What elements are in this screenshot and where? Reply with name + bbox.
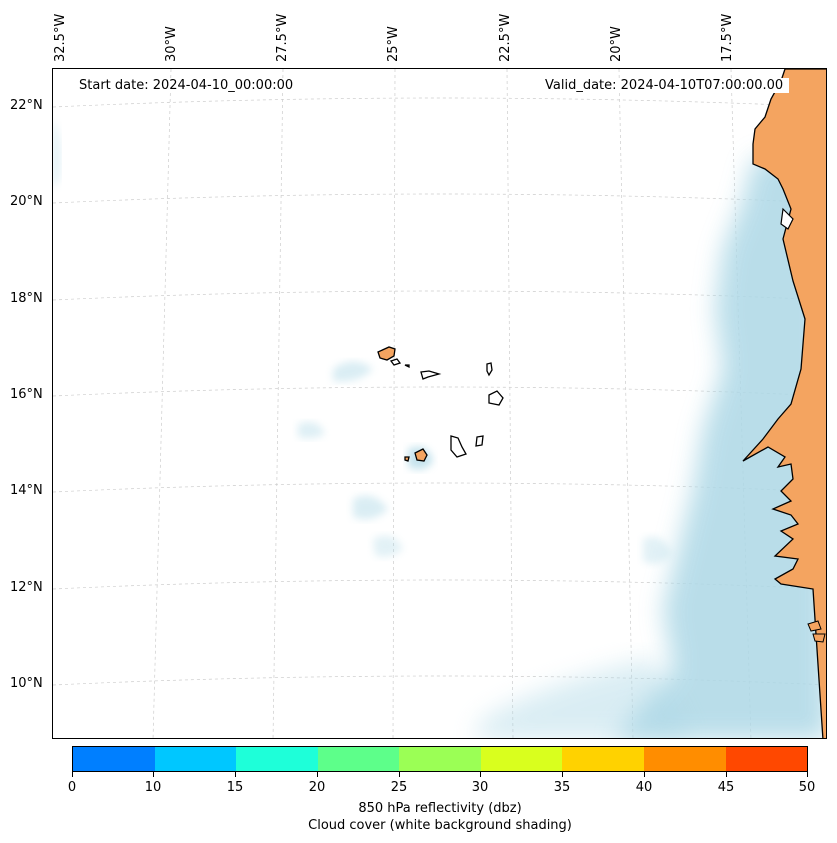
colorbar-tick xyxy=(480,772,481,777)
parallel-line xyxy=(53,97,826,108)
parallel-line xyxy=(53,193,826,204)
latitude-label-20n: 20°N xyxy=(10,194,43,209)
latitude-label-14n: 14°N xyxy=(10,483,43,498)
longitude-label-17-5w: 17.5°W xyxy=(720,13,735,62)
colorbar-segment xyxy=(399,747,481,771)
map-canvas xyxy=(53,69,826,738)
colorbar-caption-reflectivity: 850 hPa reflectivity (dbz) xyxy=(358,801,522,816)
meridian-line xyxy=(152,69,172,738)
colorbar-segment xyxy=(73,747,155,771)
meridian-line xyxy=(392,69,396,738)
island-santiago xyxy=(450,435,467,458)
colorbar-tick-label: 40 xyxy=(635,780,653,795)
colorbar-segment xyxy=(236,747,318,771)
cloud-band-coastal xyxy=(614,149,826,738)
longitude-label-20w: 20°W xyxy=(609,26,624,62)
start-date-label: Start date: 2024-04-10_00:00:00 xyxy=(73,78,300,93)
colorbar-tick xyxy=(644,772,645,777)
cloud-patch-s xyxy=(373,535,403,557)
island-brava xyxy=(404,456,410,462)
island-maio xyxy=(475,435,484,447)
latitude-label-22n: 22°N xyxy=(10,98,43,113)
island-fogo xyxy=(414,448,428,462)
latitude-label-18n: 18°N xyxy=(10,291,43,306)
parallel-line xyxy=(53,290,826,301)
colorbar-tick xyxy=(72,772,73,777)
cloud-patch-west xyxy=(353,495,388,520)
colorbar-tick-label: 45 xyxy=(717,780,735,795)
cloud-patch-sw xyxy=(298,421,325,439)
colorbar-segment xyxy=(317,747,400,771)
latitude-label-12n: 12°N xyxy=(10,580,43,595)
colorbar-tick-label: 10 xyxy=(144,780,162,795)
longitude-label-27-5w: 27.5°W xyxy=(275,13,290,62)
island-santo-antao xyxy=(377,346,396,361)
colorbar-tick xyxy=(153,772,154,777)
island-boa-vista xyxy=(488,390,504,406)
colorbar-segment xyxy=(562,747,644,771)
colorbar-segment xyxy=(154,747,237,771)
cape-verde-islands xyxy=(377,346,504,462)
colorbar-tick xyxy=(399,772,400,777)
cape-verde-peninsula-bay xyxy=(780,207,794,230)
colorbar-segment xyxy=(480,747,563,771)
cloud-patch-nw xyxy=(53,119,61,189)
cloud-band-southern xyxy=(473,659,693,738)
island-sal xyxy=(486,362,493,377)
cloud-patch-north xyxy=(333,361,373,382)
colorbar-caption-cloud: Cloud cover (white background shading) xyxy=(308,818,572,833)
colorbar-tick-label: 30 xyxy=(471,780,489,795)
colorbar-tick xyxy=(235,772,236,777)
colorbar-tick xyxy=(726,772,727,777)
colorbar-tick-label: 35 xyxy=(553,780,571,795)
reflectivity-colorbar xyxy=(72,746,808,772)
island-santa-luzia xyxy=(404,364,410,369)
meridian-line xyxy=(506,69,514,738)
colorbar-segment xyxy=(643,747,726,771)
colorbar-segment xyxy=(725,747,808,771)
cloud-cover xyxy=(53,119,826,738)
colorbar-tick xyxy=(317,772,318,777)
colorbar-tick-label: 0 xyxy=(67,780,77,795)
colorbar-tick-label: 25 xyxy=(390,780,408,795)
island-sao-nicolau xyxy=(420,370,442,380)
map-panel[interactable] xyxy=(52,68,827,739)
longitude-label-25w: 25°W xyxy=(386,26,401,62)
latitude-label-16n: 16°N xyxy=(10,387,43,402)
colorbar-tick-label: 20 xyxy=(308,780,326,795)
parallel-line xyxy=(53,386,826,397)
colorbar-tick xyxy=(807,772,808,777)
island-sao-vicente xyxy=(389,358,402,366)
cloud-patch-se xyxy=(643,536,671,564)
longitude-label-22-5w: 22.5°W xyxy=(498,13,513,62)
longitude-label-32-5w: 32.5°W xyxy=(53,13,68,62)
longitude-label-30w: 30°W xyxy=(164,26,179,62)
bijagos-islands xyxy=(807,620,826,643)
colorbar-tick-label: 15 xyxy=(226,780,244,795)
meridian-line xyxy=(618,69,634,738)
west-africa-landmass xyxy=(742,69,826,738)
valid-date-label: Valid_date: 2024-04-10T07:00:00.00 xyxy=(539,78,790,93)
colorbar-tick-label: 50 xyxy=(798,780,816,795)
latitude-label-10n: 10°N xyxy=(10,676,43,691)
colorbar-tick xyxy=(562,772,563,777)
meridian-line xyxy=(272,69,284,738)
